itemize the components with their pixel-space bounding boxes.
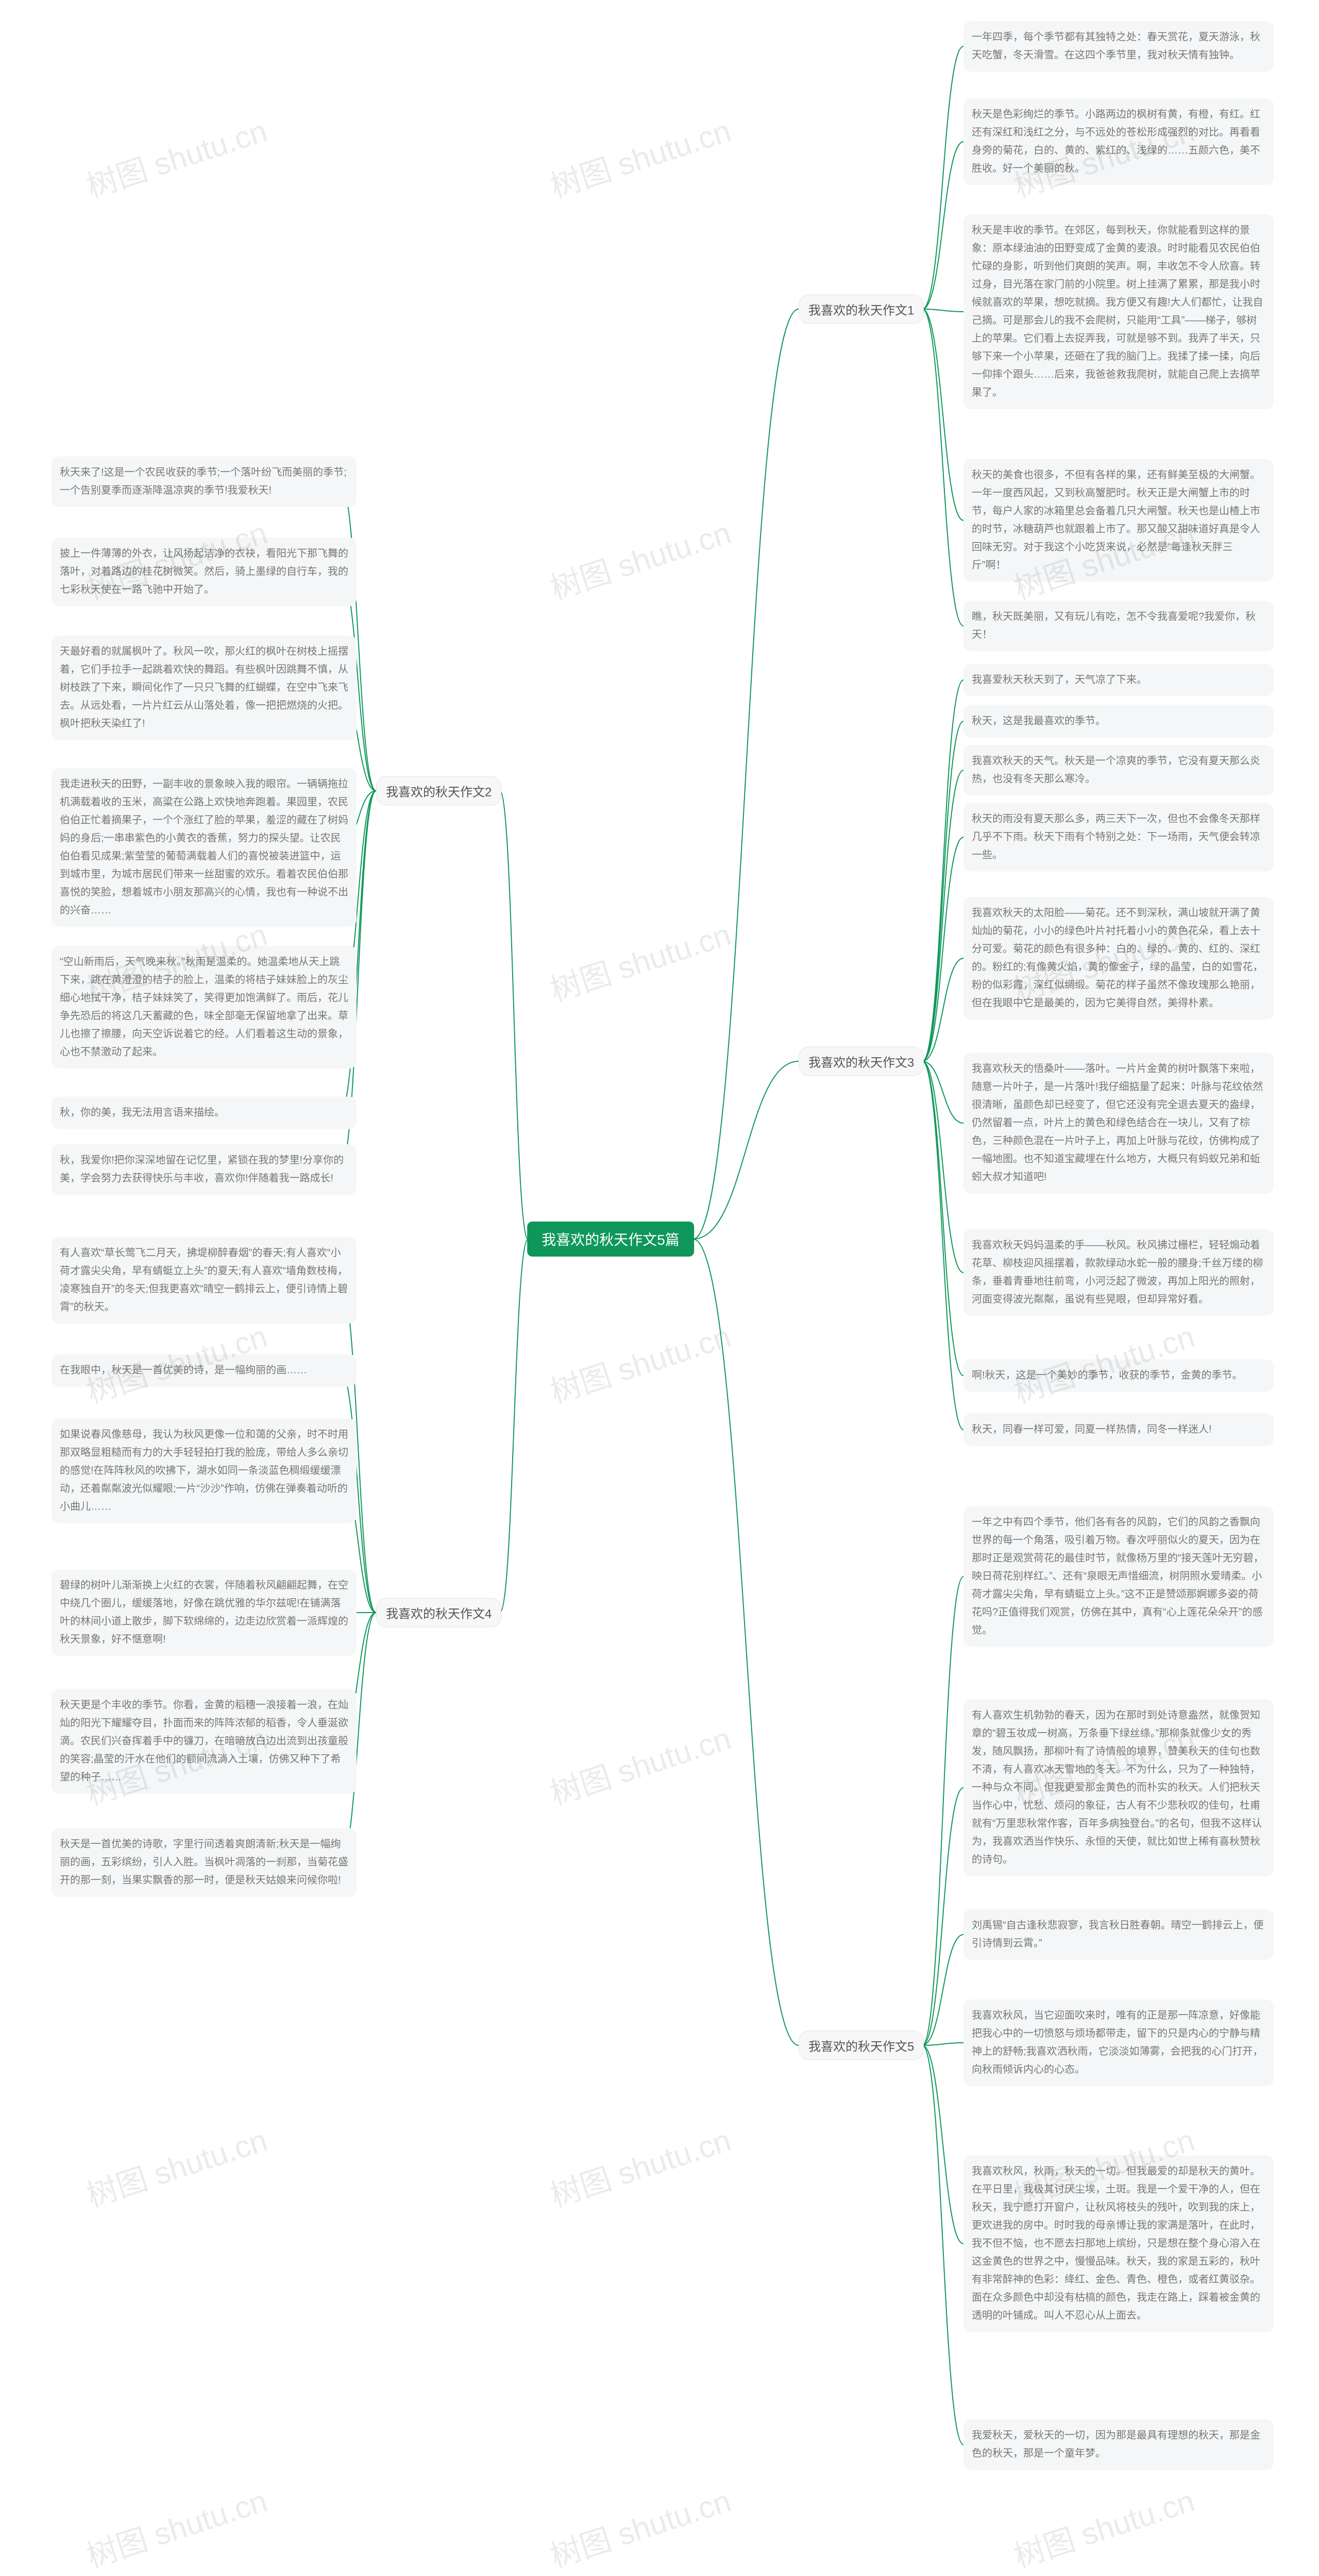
watermark: 树图 shutu.cn	[80, 2476, 272, 2576]
watermark: 树图 shutu.cn	[80, 106, 272, 207]
leaf-node: 我走进秋天的田野，一副丰收的景象映入我的眼帘。一辆辆拖拉机满载着收的玉米，高粱在…	[52, 768, 357, 927]
watermark: 树图 shutu.cn	[544, 910, 736, 1010]
leaf-node: 天最好看的就属枫叶了。秋风一吹，那火红的枫叶在树枝上摇摆着，它们手拉手一起跳着欢…	[52, 636, 357, 740]
leaf-node: 瞧，秋天既美丽，又有玩儿有吃，怎不令我喜爱呢?我爱你，秋天！	[963, 601, 1274, 651]
watermark: 树图 shutu.cn	[544, 508, 736, 608]
watermark: 树图 shutu.cn	[544, 1714, 736, 1814]
leaf-node: 有人喜欢“草长莺飞二月天，拂堤柳醉春烟”的春天;有人喜欢“小荷才露尖尖角，早有蜻…	[52, 1237, 357, 1324]
leaf-node: 我爱秋天，爱秋天的一切，因为那是最具有理想的秋天，那是金色的秋天，那是一个童年梦…	[963, 2419, 1274, 2470]
leaf-node: “空山新雨后，天气晚来秋。”秋雨是温柔的。她温柔地从天上跳下来，跳在黄澄澄的桔子…	[52, 946, 357, 1069]
watermark: 树图 shutu.cn	[80, 2115, 272, 2216]
root-node: 我喜欢的秋天作文5篇	[527, 1222, 694, 1257]
leaf-node: 秋，你的美，我无法用言语来描绘。	[52, 1097, 357, 1129]
leaf-node: 我喜爱秋天秋天到了，天气凉了下来。	[963, 664, 1274, 697]
leaf-node: 秋天更是个丰收的季节。你看，金黄的稻穗一浪接着一浪，在灿灿的阳光下耀耀夺目，扑面…	[52, 1689, 357, 1794]
leaf-node: 碧绿的树叶儿渐渐换上火红的衣裳，伴随着秋风翩翩起舞，在空中绕几个圈儿，缓缓落地，…	[52, 1569, 357, 1656]
watermark: 树图 shutu.cn	[544, 106, 736, 207]
leaf-node: 一年之中有四个季节，他们各有各的风韵，它们的风韵之香飘向世界的每一个角落，吸引着…	[963, 1506, 1274, 1647]
leaf-node: 我喜欢秋风，当它迎面吹来时，唯有的正是那一阵凉意，好像能把我心中的一切愤怒与烦场…	[963, 1999, 1274, 2086]
leaf-node: 如果说春风像慈母，我认为秋风更像一位和蔼的父亲，时不时用那双略显粗糙而有力的大手…	[52, 1419, 357, 1523]
leaf-node: 秋，我爱你!把你深深地留在记忆里，紧锁在我的梦里!分享你的美，学会努力去获得快乐…	[52, 1144, 357, 1195]
watermark: 树图 shutu.cn	[1007, 2476, 1199, 2576]
leaf-node: 刘禹锡“自古逢秋悲寂寥，我言秋日胜春朝。晴空一鹤排云上，便引诗情到云霄。”	[963, 1909, 1274, 1960]
watermark: 树图 shutu.cn	[544, 2115, 736, 2216]
branch-node: 我喜欢的秋天作文1	[799, 295, 924, 324]
leaf-node: 披上一件薄薄的外衣，让风扬起洁净的衣袂，看阳光下那飞舞的落叶，对着路边的桂花树微…	[52, 538, 357, 606]
leaf-node: 秋天来了!这是一个农民收获的季节;一个落叶纷飞而美丽的季节;一个告别夏季而逐渐降…	[52, 456, 357, 507]
leaf-node: 我喜欢秋天妈妈温柔的手——秋风。秋风拂过栅栏，轻轻煽动着花草、柳枝迎风摇摆着，款…	[963, 1229, 1274, 1316]
branch-node: 我喜欢的秋天作文5	[799, 2031, 924, 2060]
leaf-node: 啊!秋天，这是一个美妙的季节，收获的季节，金黄的季节。	[963, 1360, 1274, 1392]
leaf-node: 秋天的美食也很多，不但有各样的果，还有鲜美至极的大闸蟹。一年一度西风起，又到秋高…	[963, 459, 1274, 582]
leaf-node: 在我眼中，秋天是一首优美的诗，是一幅绚丽的画……	[52, 1354, 357, 1387]
branch-node: 我喜欢的秋天作文3	[799, 1047, 924, 1076]
branch-node: 我喜欢的秋天作文4	[376, 1598, 501, 1628]
leaf-node: 一年四季，每个季节都有其独特之处：春天赏花，夏天游泳，秋天吃蟹，冬天滑雪。在这四…	[963, 21, 1274, 72]
leaf-node: 秋天是丰收的季节。在郊区，每到秋天，你就能看到这样的景象：原本绿油油的田野变成了…	[963, 214, 1274, 409]
leaf-node: 有人喜欢生机勃勃的春天，因为在那时到处诗意盎然，就像贺知章的“碧玉妆成一树高，万…	[963, 1700, 1274, 1876]
leaf-node: 我喜欢秋风，秋雨，秋天的一切。但我最爱的却是秋天的黄叶。在平日里，我极其讨厌尘埃…	[963, 2156, 1274, 2332]
leaf-node: 我喜欢秋天的天气。秋天是一个凉爽的季节，它没有夏天那么炎热，也没有冬天那么寒冷。	[963, 745, 1274, 795]
leaf-node: 秋天是一首优美的诗歌，字里行间透着爽朗清新;秋天是一幅绚丽的画，五彩缤纷，引人入…	[52, 1828, 357, 1897]
leaf-node: 秋天，这是我最喜欢的季节。	[963, 705, 1274, 738]
watermark: 树图 shutu.cn	[544, 1312, 736, 1412]
branch-node: 我喜欢的秋天作文2	[376, 776, 501, 806]
leaf-node: 秋天是色彩绚烂的季节。小路两边的枫树有黄，有橙，有红。红还有深红和浅红之分，与不…	[963, 98, 1274, 185]
leaf-node: 秋天的雨没有夏天那么多，两三天下一次，但也不会像冬天那样几乎不下雨。秋天下雨有个…	[963, 803, 1274, 872]
leaf-node: 我喜欢秋天的太阳脸——菊花。还不到深秋，满山坡就开满了黄灿灿的菊花，小小的绿色叶…	[963, 897, 1274, 1020]
leaf-node: 秋天，同春一样可爱，同夏一样热情，同冬一样迷人!	[963, 1414, 1274, 1446]
watermark: 树图 shutu.cn	[544, 2476, 736, 2576]
leaf-node: 我喜欢秋天的悟桑叶——落叶。一片片金黄的树叶飘落下来啦，随意一片叶子，是一片落叶…	[963, 1053, 1274, 1194]
